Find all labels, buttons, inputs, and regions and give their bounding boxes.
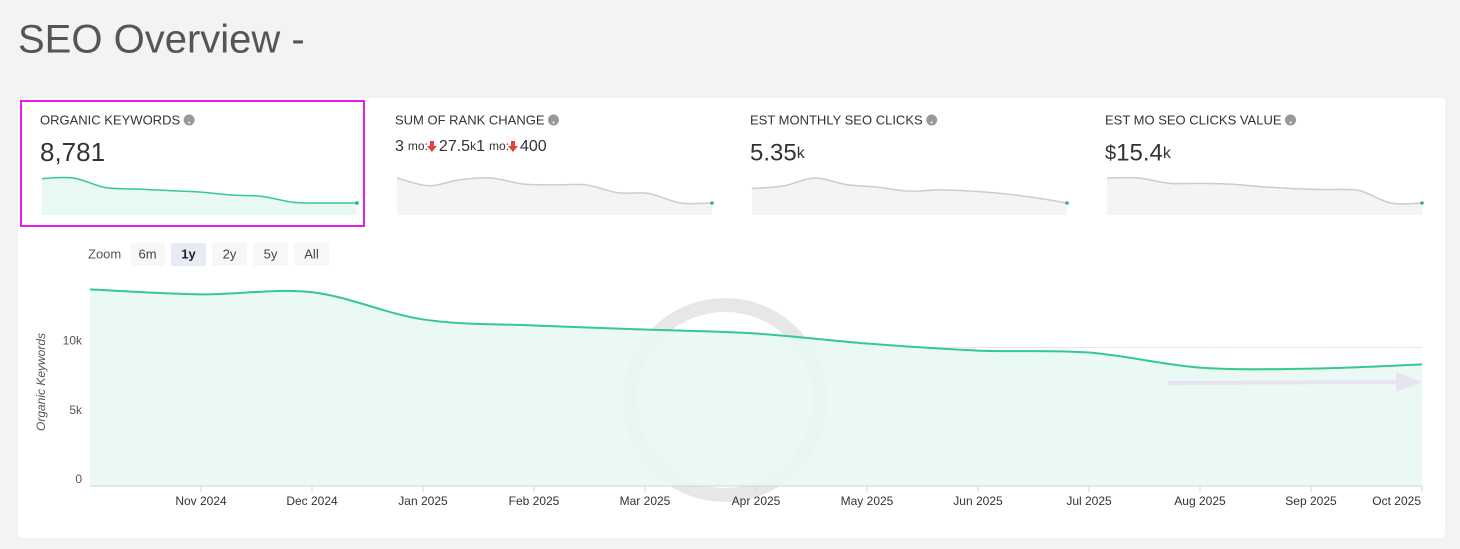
x-tick-label: Mar 2025 bbox=[620, 494, 671, 508]
info-icon-dot bbox=[188, 121, 191, 124]
x-tick-label: May 2025 bbox=[841, 494, 894, 508]
zoom-button[interactable]: 5y bbox=[253, 243, 288, 266]
zoom-button-label[interactable]: 1y bbox=[181, 246, 196, 261]
page-title: SEO Overview - bbox=[18, 18, 305, 62]
zoom-label: Zoom bbox=[88, 246, 121, 261]
sparkline bbox=[396, 177, 713, 205]
sparkline-end bbox=[710, 201, 714, 205]
info-icon bbox=[926, 114, 938, 126]
sparkline-area bbox=[397, 177, 712, 215]
x-tick-label: Feb 2025 bbox=[509, 494, 560, 508]
y-axis-title: Organic Keywords bbox=[34, 333, 48, 431]
zoom-button-label[interactable]: 6m bbox=[138, 246, 156, 261]
highlight-box bbox=[20, 100, 365, 227]
zoom-button[interactable]: 1y bbox=[171, 243, 206, 266]
line bbox=[89, 288, 1423, 371]
zoom-button-bg bbox=[294, 243, 329, 266]
metric-value: 5.35 bbox=[750, 139, 797, 166]
metric-label: ORGANIC KEYWORDS bbox=[40, 112, 180, 127]
zoom-button[interactable]: 6m bbox=[130, 243, 165, 266]
zoom-button-bg bbox=[212, 243, 247, 266]
zoom-button-bg bbox=[253, 243, 288, 266]
info-icon-dot bbox=[930, 121, 933, 124]
metric-label: EST MO SEO CLICKS VALUE bbox=[1105, 112, 1282, 127]
y-tick-label: 5k bbox=[69, 403, 83, 417]
metric-label: SUM OF RANK CHANGE bbox=[395, 112, 545, 127]
metric-value: 8,781 bbox=[40, 137, 105, 167]
metric-value: 15.4 bbox=[1116, 139, 1163, 166]
x-tick-label: Nov 2024 bbox=[175, 494, 227, 508]
x-tick-label: Jan 2025 bbox=[398, 494, 448, 508]
sparkline bbox=[1106, 176, 1423, 205]
metric-label: EST MONTHLY SEO CLICKS bbox=[750, 112, 923, 127]
down-arrow-icon bbox=[507, 141, 518, 152]
sparkline-area bbox=[42, 177, 357, 215]
y-tick-label: 0 bbox=[75, 472, 82, 486]
change-value: 400 bbox=[520, 138, 547, 155]
x-tick-label: Jul 2025 bbox=[1066, 494, 1112, 508]
sparkline-end bbox=[1420, 201, 1424, 205]
info-icon-dot bbox=[552, 121, 555, 124]
area-fill bbox=[90, 289, 1422, 486]
y-tick-label: 10k bbox=[63, 334, 83, 348]
change-count: 1 bbox=[476, 138, 485, 155]
info-icon bbox=[183, 114, 195, 126]
change-suffix: k bbox=[470, 139, 477, 153]
x-tick-label: Oct 2025 bbox=[1372, 494, 1421, 508]
change-count: 3 bbox=[395, 138, 404, 155]
x-tick-label: Apr 2025 bbox=[732, 494, 781, 508]
info-icon-dot bbox=[1289, 121, 1292, 124]
sparkline bbox=[41, 176, 358, 204]
sparkline-area bbox=[1107, 177, 1422, 215]
zoom-button-label[interactable]: All bbox=[304, 246, 319, 261]
zoom-button[interactable]: 2y bbox=[212, 243, 247, 266]
x-tick-label: Jun 2025 bbox=[953, 494, 1003, 508]
metric-suffix: k bbox=[1163, 145, 1172, 162]
x-tick-label: Aug 2025 bbox=[1174, 494, 1226, 508]
zoom-button-label[interactable]: 2y bbox=[223, 246, 237, 261]
sparkline-area bbox=[752, 177, 1067, 215]
down-arrow-icon bbox=[426, 141, 437, 152]
metric-suffix: k bbox=[797, 145, 806, 162]
zoom-button[interactable]: All bbox=[294, 243, 329, 266]
sparkline-end bbox=[1065, 201, 1069, 205]
zoom-button-label[interactable]: 5y bbox=[264, 246, 278, 261]
zoom-button-bg bbox=[171, 243, 206, 266]
x-tick-label: Sep 2025 bbox=[1285, 494, 1337, 508]
x-tick-label: Dec 2024 bbox=[286, 494, 338, 508]
info-icon bbox=[548, 114, 560, 126]
metric-prefix: $ bbox=[1105, 142, 1116, 164]
sparkline-end bbox=[355, 201, 359, 205]
change-period: mo: bbox=[489, 139, 509, 153]
zoom-button-bg bbox=[130, 243, 165, 266]
change-period: mo: bbox=[408, 139, 428, 153]
sparkline bbox=[751, 177, 1068, 204]
change-value: 27.5 bbox=[439, 138, 470, 155]
info-icon bbox=[1285, 114, 1297, 126]
